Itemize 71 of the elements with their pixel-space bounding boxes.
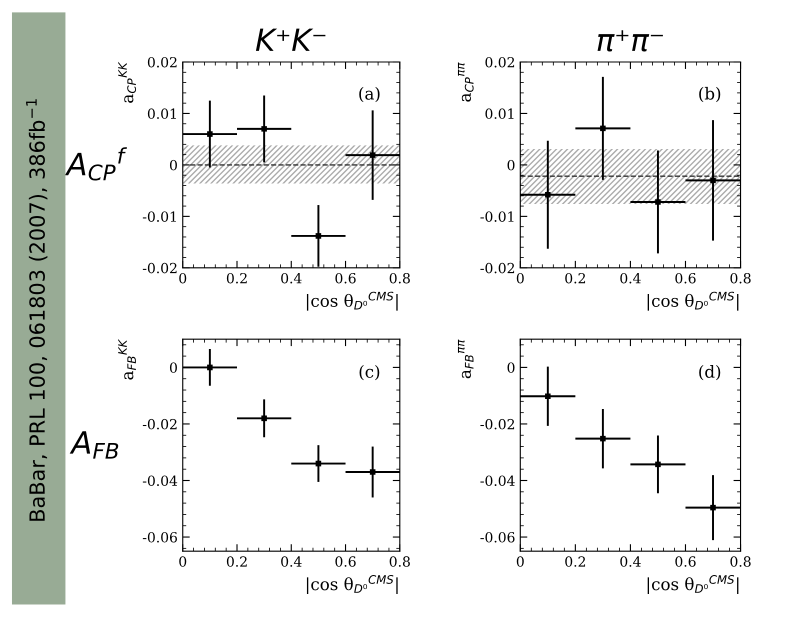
x-tick-label: 0.2 (565, 272, 586, 284)
y-tick-label: -0.02 (142, 262, 177, 274)
x-axis-title: |cos θ$_{D⁰}$$^{CMS}$| (648, 292, 738, 311)
point (207, 364, 213, 370)
y-tick-label: -0.01 (480, 211, 514, 222)
y-tick-label: -0.04 (480, 475, 515, 486)
x-tick-label: 0 (516, 272, 524, 284)
y-tick-label: -0.06 (142, 532, 178, 543)
chart-title: π⁺π⁻ (598, 30, 663, 52)
y-tick-label: 0 (170, 160, 177, 170)
x-tick-label: 0.4 (620, 556, 641, 567)
annotation: (c) (360, 365, 380, 380)
y-tick-label: 0 (170, 362, 177, 373)
y-tick-label: 0 (508, 160, 515, 170)
text: BaBar, PRL 100, 061803 (2007), 386fb$^{−1}$ (26, 99, 48, 521)
x-tick-label: 0.4 (281, 272, 302, 284)
annotation: (a) (359, 86, 380, 102)
chart-title: K⁺K⁻ (256, 28, 326, 51)
y-tick-label: -0.02 (480, 262, 514, 274)
x-tick-label: 0.4 (281, 556, 302, 567)
point (207, 131, 213, 137)
point (261, 126, 267, 132)
point (600, 126, 606, 132)
x-tick-label: 0 (516, 556, 524, 567)
point (545, 393, 551, 400)
y-tick-label: 0.02 (485, 56, 514, 68)
x-tick-label: 0 (179, 272, 186, 284)
x-axis-title: |cos θ$_{D⁰}$$^{CMS}$| (306, 575, 398, 594)
point (370, 469, 376, 475)
point (655, 462, 661, 468)
text: A$_{CP}$$^{f}$ (64, 147, 127, 181)
point (370, 152, 376, 158)
point (261, 416, 267, 422)
y-tick-label: -0.02 (480, 418, 514, 430)
x-tick-label: 0.2 (226, 556, 247, 567)
x-tick-label: 0.6 (675, 272, 696, 284)
y-tick-label: 0.01 (485, 108, 514, 119)
point (545, 192, 551, 198)
x-tick-label: 0.6 (675, 556, 696, 567)
point (655, 199, 661, 205)
x-tick-label: 0.2 (226, 272, 247, 284)
point (710, 504, 716, 510)
annotation: (d) (699, 365, 720, 380)
x-axis-title: |cos θ$_{D⁰}$$^{CMS}$| (648, 575, 738, 594)
point (710, 178, 716, 184)
y-tick-label: -0.02 (142, 418, 177, 430)
y-axis-title: a$_{CP}$$^{ππ}$ (458, 62, 474, 102)
y-axis-title: a$_{FB}$$^{ππ}$ (458, 340, 474, 378)
y-tick-label: 0.02 (148, 56, 177, 68)
point (316, 460, 322, 466)
y-tick-label: -0.06 (480, 532, 515, 543)
x-tick-label: 0.4 (620, 272, 641, 284)
x-tick-label: 0.8 (390, 556, 410, 567)
y-tick-label: -0.01 (142, 211, 176, 222)
x-axis-title: |cos θ$_{D⁰}$$^{CMS}$| (306, 292, 398, 311)
y-tick-label: 0.01 (148, 108, 176, 119)
annotation: (b) (699, 86, 720, 102)
text: A$_{FB}$ (70, 431, 118, 459)
x-tick-label: 0.2 (565, 556, 586, 567)
x-tick-label: 0.8 (730, 556, 751, 567)
y-tick-label: 0 (508, 362, 515, 373)
x-tick-label: 0.6 (335, 272, 356, 284)
x-tick-label: 0.8 (730, 272, 751, 284)
x-tick-label: 0.6 (335, 556, 356, 567)
x-tick-label: 0.8 (390, 272, 410, 284)
point (600, 436, 606, 442)
point (316, 233, 322, 239)
y-axis-title: a$_{FB}$$^{KK}$ (118, 338, 136, 380)
y-tick-label: -0.04 (142, 475, 178, 486)
y-axis-title: a$_{CP}$$^{KK}$ (118, 62, 136, 103)
x-tick-label: 0 (179, 556, 186, 567)
